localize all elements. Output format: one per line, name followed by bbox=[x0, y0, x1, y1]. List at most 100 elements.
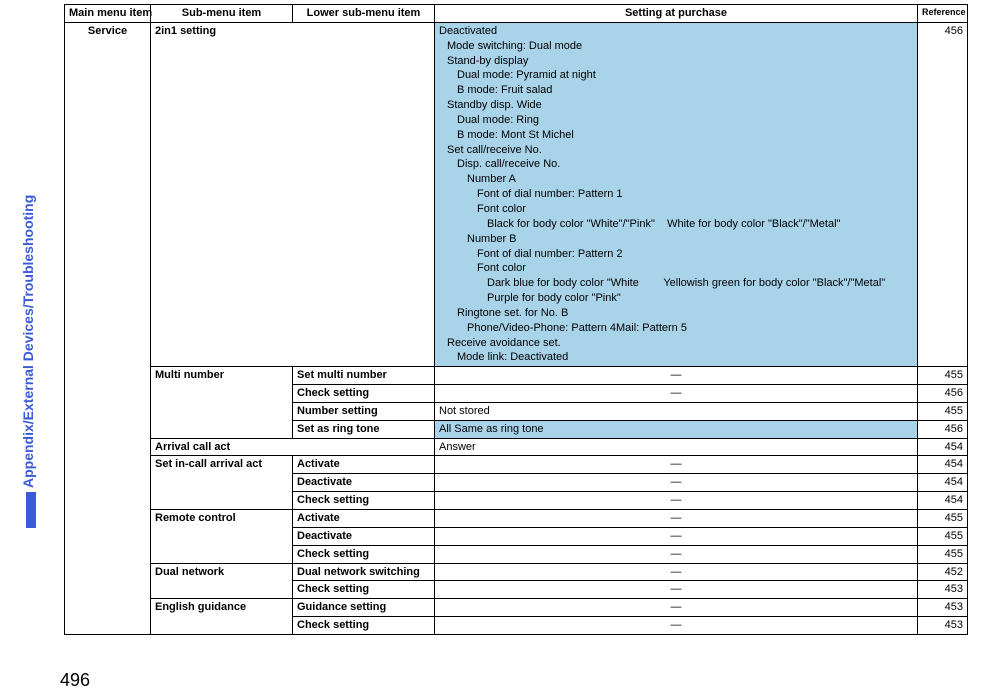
table-wrap: Main menu item Sub-menu item Lower sub-m… bbox=[64, 4, 968, 635]
lower-sub-menu-cell: Deactivate bbox=[293, 527, 435, 545]
setting-cell: ― bbox=[435, 367, 918, 385]
setting-2in1: Deactivated Mode switching: Dual mode St… bbox=[435, 22, 918, 366]
reference-cell: 453 bbox=[918, 581, 968, 599]
reference-cell: 454 bbox=[918, 456, 968, 474]
reference-cell: 455 bbox=[918, 402, 968, 420]
setting-cell: All Same as ring tone bbox=[435, 420, 918, 438]
s-17: Font color bbox=[439, 261, 913, 276]
sub-menu-cell: Multi number bbox=[151, 367, 293, 438]
s-4: Dual mode: Pyramid at night bbox=[439, 68, 913, 83]
s-2: Mode switching: Dual mode bbox=[439, 39, 913, 54]
setting-cell: ― bbox=[435, 545, 918, 563]
lower-sub-menu-cell: Set multi number bbox=[293, 367, 435, 385]
lower-sub-menu-cell: Guidance setting bbox=[293, 599, 435, 617]
settings-table: Main menu item Sub-menu item Lower sub-m… bbox=[64, 4, 968, 635]
reference-cell: 456 bbox=[918, 385, 968, 403]
setting-cell: Answer bbox=[435, 438, 918, 456]
reference-cell: 454 bbox=[918, 474, 968, 492]
s-22: Receive avoidance set. bbox=[439, 336, 913, 351]
lower-sub-menu-cell: Dual network switching bbox=[293, 563, 435, 581]
setting-cell: ― bbox=[435, 599, 918, 617]
s-8: B mode: Mont St Michel bbox=[439, 128, 913, 143]
s-19: Purple for body color "Pink" bbox=[439, 291, 913, 306]
table-row: Dual networkDual network switching―452 bbox=[65, 563, 968, 581]
setting-cell: ― bbox=[435, 474, 918, 492]
col-sub: Sub-menu item bbox=[151, 5, 293, 23]
s-16: Font of dial number: Pattern 2 bbox=[439, 247, 913, 262]
s-18a: Dark blue for body color "White bbox=[487, 277, 639, 289]
s-14a: Black for body color "White"/"Pink" bbox=[487, 218, 655, 230]
side-tab: Appendix/External Devices/Troubleshootin… bbox=[26, 228, 48, 528]
reference-cell: 456 bbox=[918, 420, 968, 438]
setting-cell: ― bbox=[435, 385, 918, 403]
table-row: Remote controlActivate―455 bbox=[65, 510, 968, 528]
col-lower: Lower sub-menu item bbox=[293, 5, 435, 23]
reference-cell: 453 bbox=[918, 599, 968, 617]
reference-cell: 454 bbox=[918, 438, 968, 456]
reference-cell: 455 bbox=[918, 545, 968, 563]
s-1: Deactivated bbox=[439, 24, 913, 39]
s-18b: Yellowish green for body color "Black"/"… bbox=[663, 277, 885, 289]
sub-menu-cell: Remote control bbox=[151, 510, 293, 564]
s-14: Black for body color "White"/"Pink" Whit… bbox=[439, 217, 913, 232]
col-reference: Reference bbox=[918, 5, 968, 23]
s-13: Font color bbox=[439, 202, 913, 217]
setting-cell: ― bbox=[435, 581, 918, 599]
s-21: Phone/Video-Phone: Pattern 4Mail: Patter… bbox=[439, 321, 913, 336]
setting-cell: ― bbox=[435, 510, 918, 528]
table-row: Multi numberSet multi number―455 bbox=[65, 367, 968, 385]
lower-sub-menu-cell: Activate bbox=[293, 510, 435, 528]
side-tab-label: Appendix/External Devices/Troubleshootin… bbox=[20, 195, 36, 488]
s-3: Stand-by display bbox=[439, 54, 913, 69]
setting-cell: Not stored bbox=[435, 402, 918, 420]
table-row: Arrival call actAnswer454 bbox=[65, 438, 968, 456]
s-7: Dual mode: Ring bbox=[439, 113, 913, 128]
sub-menu-cell: Dual network bbox=[151, 563, 293, 599]
lower-sub-menu-cell: Number setting bbox=[293, 402, 435, 420]
setting-cell: ― bbox=[435, 456, 918, 474]
s-6: Standby disp. Wide bbox=[439, 98, 913, 113]
side-tab-block bbox=[26, 492, 36, 528]
page-number: 496 bbox=[60, 670, 90, 691]
setting-cell: ― bbox=[435, 617, 918, 635]
s-10: Disp. call/receive No. bbox=[439, 157, 913, 172]
s-11: Number A bbox=[439, 172, 913, 187]
sub-menu-cell: English guidance bbox=[151, 599, 293, 635]
lower-sub-menu-cell: Check setting bbox=[293, 385, 435, 403]
main-menu-cell: Service bbox=[65, 22, 151, 634]
s-18: Dark blue for body color "White Yellowis… bbox=[439, 276, 913, 291]
s-15: Number B bbox=[439, 232, 913, 247]
col-setting: Setting at purchase bbox=[435, 5, 918, 23]
lower-sub-menu-cell: Check setting bbox=[293, 617, 435, 635]
table-row: Set in-call arrival actActivate―454 bbox=[65, 456, 968, 474]
sub-menu-cell: Set in-call arrival act bbox=[151, 456, 293, 510]
s-12: Font of dial number: Pattern 1 bbox=[439, 187, 913, 202]
reference-cell: 455 bbox=[918, 527, 968, 545]
setting-cell: ― bbox=[435, 527, 918, 545]
reference-cell: 455 bbox=[918, 510, 968, 528]
table-header-row: Main menu item Sub-menu item Lower sub-m… bbox=[65, 5, 968, 23]
s-23: Mode link: Deactivated bbox=[439, 350, 913, 365]
table-row: English guidanceGuidance setting―453 bbox=[65, 599, 968, 617]
sub-2in1: 2in1 setting bbox=[151, 22, 435, 366]
setting-cell: ― bbox=[435, 492, 918, 510]
lower-sub-menu-cell: Deactivate bbox=[293, 474, 435, 492]
s-20: Ringtone set. for No. B bbox=[439, 306, 913, 321]
lower-sub-menu-cell: Check setting bbox=[293, 545, 435, 563]
s-9: Set call/receive No. bbox=[439, 143, 913, 158]
lower-sub-menu-cell: Activate bbox=[293, 456, 435, 474]
col-main: Main menu item bbox=[65, 5, 151, 23]
sub-menu-cell: Arrival call act bbox=[151, 438, 435, 456]
reference-cell: 454 bbox=[918, 492, 968, 510]
lower-sub-menu-cell: Check setting bbox=[293, 581, 435, 599]
setting-cell: ― bbox=[435, 563, 918, 581]
table-row: Service 2in1 setting Deactivated Mode sw… bbox=[65, 22, 968, 366]
lower-sub-menu-cell: Set as ring tone bbox=[293, 420, 435, 438]
lower-sub-menu-cell: Check setting bbox=[293, 492, 435, 510]
reference-cell: 455 bbox=[918, 367, 968, 385]
ref-2in1: 456 bbox=[918, 22, 968, 366]
s-14b: White for body color "Black"/"Metal" bbox=[667, 218, 840, 230]
reference-cell: 452 bbox=[918, 563, 968, 581]
reference-cell: 453 bbox=[918, 617, 968, 635]
s-5: B mode: Fruit salad bbox=[439, 83, 913, 98]
